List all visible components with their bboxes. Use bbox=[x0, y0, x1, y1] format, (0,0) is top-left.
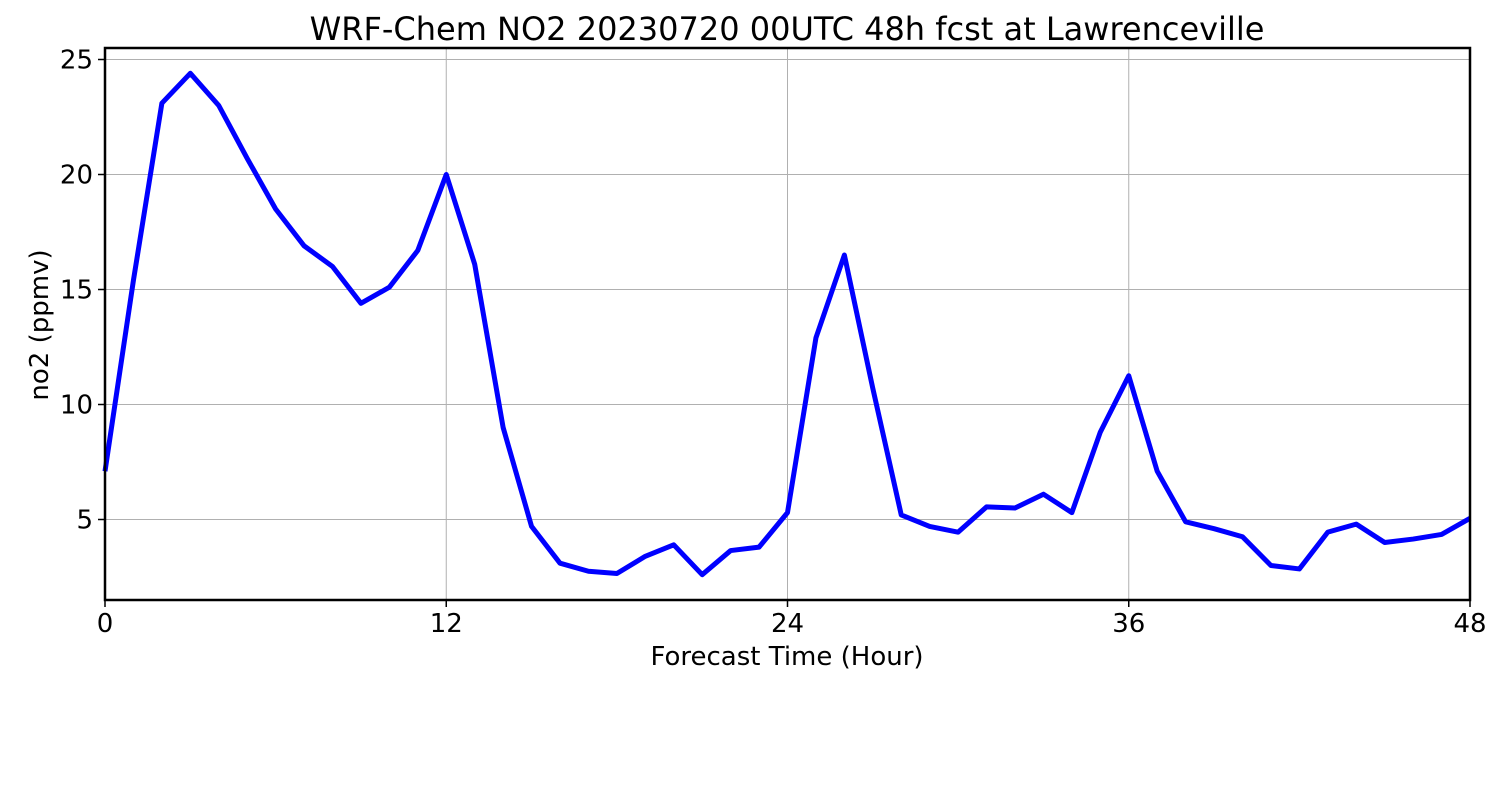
y-tick-label: 15 bbox=[60, 276, 93, 306]
y-axis-label: no2 (ppmv) bbox=[25, 249, 55, 400]
x-tick-label: 12 bbox=[430, 609, 463, 639]
series-layer bbox=[102, 70, 1472, 578]
x-axis-label: Forecast Time (Hour) bbox=[650, 642, 923, 672]
series-line bbox=[102, 70, 1472, 578]
y-tick-label: 10 bbox=[60, 391, 93, 421]
y-tick-label: 25 bbox=[60, 46, 93, 76]
y-tick-label: 20 bbox=[60, 161, 93, 191]
y-tick-label: 5 bbox=[76, 506, 93, 536]
x-tick-label: 36 bbox=[1112, 609, 1145, 639]
x-tick-label: 0 bbox=[97, 609, 114, 639]
x-tick-label: 48 bbox=[1453, 609, 1486, 639]
axis-ticks: 0 12 24 36 48 5 10 15 20 25 bbox=[60, 46, 1487, 640]
x-tick-label: 24 bbox=[771, 609, 804, 639]
grid-lines bbox=[104, 48, 1471, 600]
chart-title: WRF-Chem NO2 20230720 00UTC 48h fcst at … bbox=[310, 10, 1265, 48]
